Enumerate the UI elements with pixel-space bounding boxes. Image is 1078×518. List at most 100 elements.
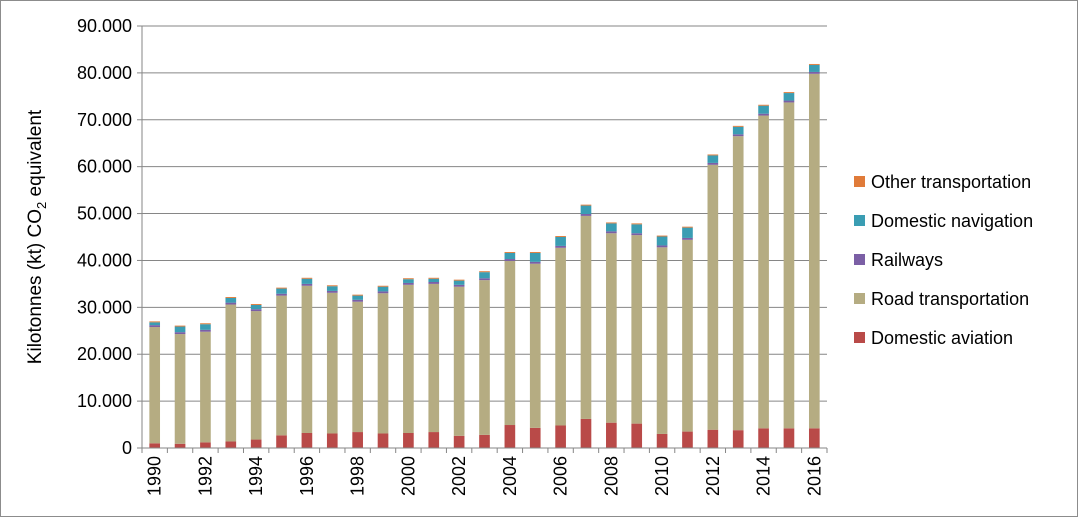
bar-segment bbox=[808, 73, 820, 429]
bar-segment bbox=[707, 429, 719, 448]
bar-segment bbox=[580, 214, 592, 216]
x-tick-label: 2000 bbox=[398, 456, 418, 496]
bar-segment bbox=[707, 155, 719, 163]
bar-segment bbox=[707, 162, 719, 165]
bar-segment bbox=[656, 235, 668, 237]
bar-segment bbox=[200, 331, 211, 443]
y-tick-label: 20.000 bbox=[77, 344, 132, 364]
bar-segment bbox=[174, 334, 186, 444]
y-tick-label: 10.000 bbox=[77, 391, 132, 411]
y-tick-label: 50.000 bbox=[77, 204, 132, 224]
bar-segment bbox=[529, 261, 541, 264]
x-tick-label: 2010 bbox=[652, 456, 672, 496]
bar-segment bbox=[783, 102, 795, 429]
y-tick-label: 40.000 bbox=[77, 250, 132, 270]
bar-segment bbox=[174, 326, 186, 333]
bar-segment bbox=[732, 136, 744, 431]
bar-segment bbox=[682, 431, 693, 448]
bar-segment bbox=[200, 442, 211, 448]
bar-segment bbox=[682, 237, 693, 240]
legend-label: Road transportation bbox=[871, 289, 1029, 309]
bar-segment bbox=[225, 297, 237, 303]
bar-segment bbox=[529, 263, 541, 428]
bar-segment bbox=[149, 322, 161, 326]
bar-segment bbox=[682, 226, 693, 228]
bar-segment bbox=[783, 428, 795, 448]
bar-segment bbox=[377, 291, 389, 294]
bar-segment bbox=[326, 285, 338, 287]
y-tick-label: 60.000 bbox=[77, 157, 132, 177]
bar-segment bbox=[580, 215, 592, 419]
bar-segment bbox=[200, 324, 211, 330]
bar-segment bbox=[758, 104, 769, 106]
bar-segment bbox=[174, 443, 186, 448]
bar-segment bbox=[250, 304, 262, 305]
bar-segment bbox=[631, 224, 643, 234]
bar-segment bbox=[250, 439, 262, 448]
legend-swatch bbox=[854, 293, 865, 304]
bar-segment bbox=[479, 280, 490, 435]
bar-segment bbox=[250, 309, 262, 312]
x-tick-label: 1998 bbox=[348, 456, 368, 496]
legend-label: Domestic aviation bbox=[871, 328, 1013, 348]
bar-segment bbox=[529, 252, 541, 262]
bar-segment bbox=[428, 278, 440, 283]
bar-segment bbox=[428, 282, 440, 284]
x-tick-label: 2012 bbox=[703, 456, 723, 496]
legend-label: Domestic navigation bbox=[871, 211, 1033, 231]
bar-segment bbox=[504, 259, 516, 261]
y-axis-title-subscript: 2 bbox=[34, 202, 49, 209]
bar-segment bbox=[682, 227, 693, 238]
bar-segment bbox=[631, 423, 643, 448]
x-tick-label: 1990 bbox=[145, 456, 165, 496]
y-axis-title: Kilotonnes (kt) CO2 equivalent bbox=[25, 109, 49, 364]
bar-segment bbox=[656, 247, 668, 434]
bar-segment bbox=[732, 125, 744, 127]
bar-segment bbox=[529, 252, 541, 253]
bar-segment bbox=[428, 432, 440, 448]
bar-segment bbox=[250, 304, 262, 310]
bar-segment bbox=[732, 134, 744, 137]
bar-segment bbox=[656, 236, 668, 246]
legend-swatch bbox=[854, 176, 865, 187]
bar-segment bbox=[403, 278, 414, 280]
bar-segment bbox=[403, 433, 414, 448]
axes bbox=[141, 26, 827, 449]
bar-segment bbox=[149, 321, 161, 323]
bar-segment bbox=[631, 223, 643, 225]
bar-segment bbox=[453, 435, 465, 448]
bar-segment bbox=[174, 332, 186, 335]
bar-segment bbox=[377, 285, 389, 287]
bar-segment bbox=[453, 286, 465, 436]
bar-segment bbox=[403, 279, 414, 283]
x-tick-label: 2004 bbox=[500, 456, 520, 496]
bar-segment bbox=[276, 295, 287, 436]
bar-segment bbox=[326, 292, 338, 434]
bar-segment bbox=[707, 164, 719, 430]
bar-segment bbox=[352, 294, 363, 296]
bar-segment bbox=[758, 105, 769, 114]
bar-segment bbox=[606, 231, 617, 234]
bar-segment bbox=[174, 325, 186, 327]
bar-segment bbox=[555, 237, 566, 246]
bar-segment bbox=[479, 278, 490, 281]
bar-segment bbox=[453, 284, 465, 287]
legend-label: Other transportation bbox=[871, 172, 1031, 192]
bar-segment bbox=[200, 323, 211, 325]
y-tick-labels: 0 10.000 20.000 30.000 40.000 50.000 60.000 70.… bbox=[77, 16, 132, 458]
bar-segment bbox=[276, 435, 287, 448]
bar-segment bbox=[301, 283, 313, 286]
bar-segment bbox=[783, 92, 795, 94]
bar-segment bbox=[326, 290, 338, 293]
bar-segment bbox=[225, 297, 237, 298]
bar-segment bbox=[707, 154, 719, 156]
bar-segment bbox=[276, 288, 287, 294]
bar-segment bbox=[529, 427, 541, 448]
bar-segment bbox=[808, 63, 820, 65]
y-tick-label: 90.000 bbox=[77, 16, 132, 36]
bar-segment bbox=[428, 277, 440, 279]
bar-segment bbox=[504, 425, 516, 448]
legend-swatch bbox=[854, 254, 865, 265]
bar-segment bbox=[758, 113, 769, 116]
